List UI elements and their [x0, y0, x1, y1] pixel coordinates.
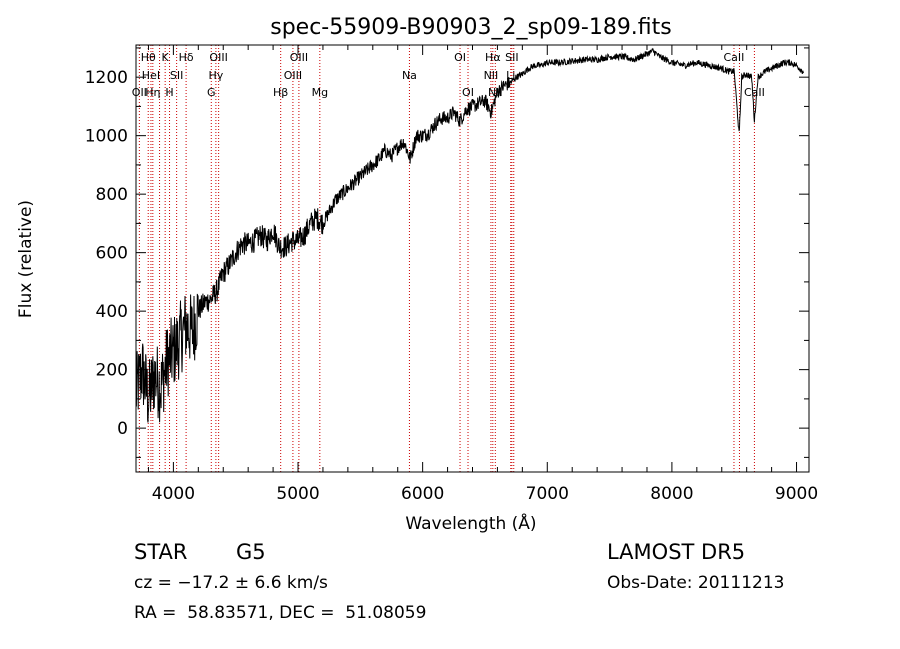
x-tick-label: 8000 — [650, 484, 693, 504]
y-tick-label: 600 — [96, 244, 128, 264]
line-label: Hδ — [179, 51, 194, 64]
line-label: G — [207, 86, 216, 99]
x-tick-label: 5000 — [276, 484, 319, 504]
line-label: SII — [505, 51, 518, 64]
axis-ticks: 4000 5000 6000 7000 8000 9000 0 200 400 600 800 100… — [85, 45, 818, 504]
line-label: Mg — [312, 86, 328, 99]
redshift-cz: cz = −17.2 ± 6.6 km/s — [134, 573, 328, 593]
y-tick-label: 1200 — [85, 68, 128, 88]
line-label: OI — [454, 51, 466, 64]
y-tick-label: 200 — [96, 361, 128, 381]
emission-line-markers — [138, 45, 755, 472]
line-label: OIII — [290, 51, 308, 64]
line-label: CaII — [744, 86, 765, 99]
y-tick-label: 1000 — [85, 127, 128, 147]
line-label: Hη — [145, 86, 160, 99]
x-tick-label: 9000 — [775, 484, 818, 504]
x-axis-label: Wavelength (Å) — [405, 512, 536, 534]
y-tick-label: 400 — [96, 302, 128, 322]
spectrum-series-line — [135, 47, 804, 423]
observation-date: Obs-Date: 20111213 — [607, 573, 785, 593]
line-label: SII — [170, 69, 183, 82]
y-axis-label: Flux (relative) — [16, 200, 36, 318]
y-tick-label: 800 — [96, 185, 128, 205]
line-label: Na — [402, 69, 417, 82]
line-label: HeI — [142, 69, 160, 82]
line-label: NII — [484, 69, 499, 82]
line-label: OI — [462, 86, 474, 99]
survey-name: LAMOST DR5 — [607, 540, 746, 564]
line-labels: OIIHθHeIHηKHSIIHδGHγOIIIHβOIIIOIIIMgNaOI… — [132, 51, 765, 99]
plot-frame — [135, 44, 810, 473]
line-label: Hβ — [273, 86, 288, 99]
x-tick-label: 6000 — [401, 484, 444, 504]
x-tick-label: 4000 — [152, 484, 195, 504]
object-class: STAR — [134, 540, 188, 564]
y-tick-label: 0 — [117, 419, 128, 439]
line-label: Hγ — [208, 69, 223, 82]
line-label: OIII — [209, 51, 227, 64]
line-label: Hθ — [141, 51, 156, 64]
line-label: H — [165, 86, 173, 99]
line-label: Hα — [485, 51, 501, 64]
line-label: CaII — [724, 51, 745, 64]
chart-title: spec-55909-B90903_2_sp09-189.fits — [270, 15, 672, 40]
coordinates: RA = 58.83571, DEC = 51.08059 — [134, 603, 427, 623]
line-label: Li — [506, 69, 515, 82]
x-tick-label: 7000 — [526, 484, 569, 504]
line-label: K — [162, 51, 170, 64]
line-label: OIII — [284, 69, 302, 82]
object-subclass: G5 — [236, 540, 266, 564]
